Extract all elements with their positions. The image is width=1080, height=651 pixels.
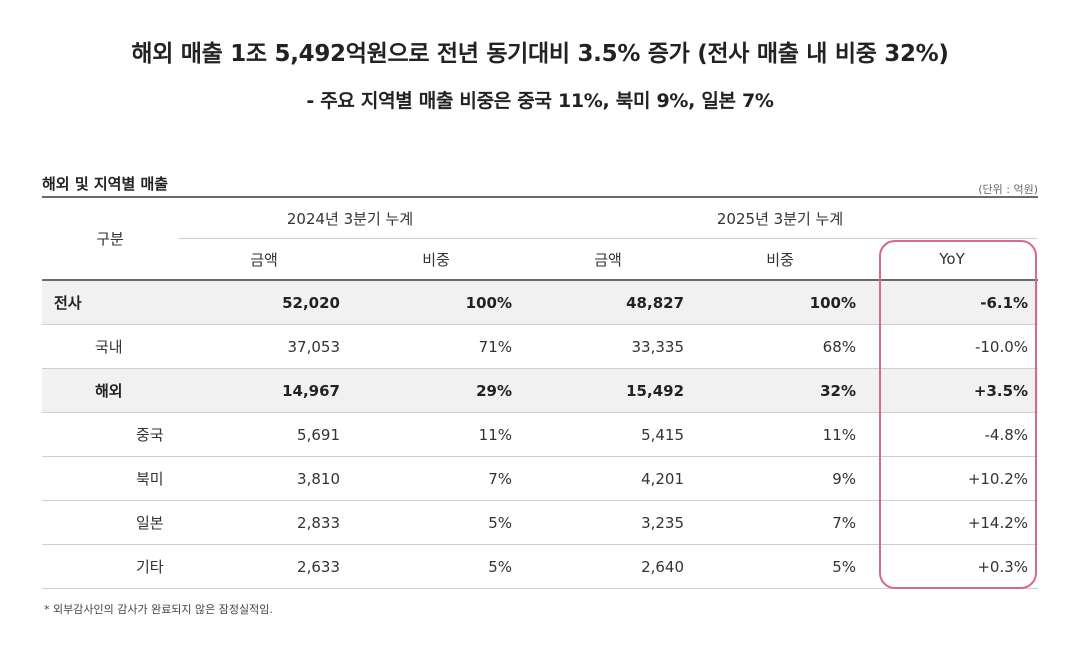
amount-2025: 4,201 [522, 456, 695, 501]
page-subtitle: - 주요 지역별 매출 비중은 중국 11%, 북미 9%, 일본 7% [306, 90, 774, 112]
table-row-china: 중국 5,691 11% 5,415 11% -4.8% [42, 412, 1039, 457]
share-2025: 11% [694, 412, 867, 457]
row-label: 해외 [42, 368, 178, 413]
revenue-table: 구분 2024년 3분기 누계 2025년 3분기 누계 금액 비중 금액 비중… [42, 198, 1039, 589]
header-share-2025: 비중 [694, 238, 867, 281]
amount-2024: 5,691 [178, 412, 350, 457]
header-category: 구분 [42, 198, 178, 281]
amount-2024: 3,810 [178, 456, 350, 501]
row-label: 국내 [42, 324, 178, 369]
row-label: 전사 [42, 280, 178, 325]
page-title: 해외 매출 1조 5,492억원으로 전년 동기대비 3.5% 증가 (전사 매… [131, 41, 949, 67]
unit-label: (단위 : 억원) [978, 183, 1038, 196]
share-2024: 100% [350, 280, 523, 325]
table-row-north-america: 북미 3,810 7% 4,201 9% +10.2% [42, 456, 1039, 501]
amount-2025: 15,492 [522, 368, 695, 413]
amount-2024: 14,967 [178, 368, 350, 413]
amount-2025: 2,640 [522, 544, 695, 589]
share-2024: 71% [350, 324, 523, 369]
share-2024: 11% [350, 412, 523, 457]
share-2025: 32% [694, 368, 867, 413]
table-row-total: 전사 52,020 100% 48,827 100% -6.1% [42, 280, 1039, 325]
row-label: 중국 [42, 412, 178, 457]
share-2024: 5% [350, 544, 523, 589]
row-label: 기타 [42, 544, 178, 589]
table-row-overseas: 해외 14,967 29% 15,492 32% +3.5% [42, 368, 1039, 413]
amount-2024: 52,020 [178, 280, 350, 325]
amount-2025: 3,235 [522, 500, 695, 545]
row-label: 북미 [42, 456, 178, 501]
amount-2024: 37,053 [178, 324, 350, 369]
yoy-value: -6.1% [866, 280, 1039, 325]
yoy-value: +3.5% [866, 368, 1039, 413]
table-top-rule [42, 196, 1038, 198]
yoy-value: +14.2% [866, 500, 1039, 545]
yoy-value: +0.3% [866, 544, 1039, 589]
header-amount-2024: 금액 [178, 238, 350, 281]
header-period-2024: 2024년 3분기 누계 [178, 198, 523, 239]
share-2025: 68% [694, 324, 867, 369]
footnote: * 외부감사인의 감사가 완료되지 않은 잠정실적임. [44, 603, 273, 616]
section-title: 해외 및 지역별 매출 [42, 175, 169, 193]
share-2025: 5% [694, 544, 867, 589]
amount-2024: 2,633 [178, 544, 350, 589]
amount-2025: 33,335 [522, 324, 695, 369]
share-2024: 5% [350, 500, 523, 545]
header-period-2025: 2025년 3분기 누계 [522, 198, 1039, 239]
header-amount-2025: 금액 [522, 238, 695, 281]
header-share-2024: 비중 [350, 238, 523, 281]
row-label: 일본 [42, 500, 178, 545]
amount-2025: 5,415 [522, 412, 695, 457]
share-2025: 9% [694, 456, 867, 501]
table-row-domestic: 국내 37,053 71% 33,335 68% -10.0% [42, 324, 1039, 369]
yoy-value: +10.2% [866, 456, 1039, 501]
share-2024: 29% [350, 368, 523, 413]
header-yoy: YoY [866, 238, 1039, 281]
amount-2025: 48,827 [522, 280, 695, 325]
share-2025: 7% [694, 500, 867, 545]
share-2024: 7% [350, 456, 523, 501]
share-2025: 100% [694, 280, 867, 325]
amount-2024: 2,833 [178, 500, 350, 545]
table-row-japan: 일본 2,833 5% 3,235 7% +14.2% [42, 500, 1039, 545]
yoy-value: -4.8% [866, 412, 1039, 457]
table-row-other: 기타 2,633 5% 2,640 5% +0.3% [42, 544, 1039, 589]
yoy-value: -10.0% [866, 324, 1039, 369]
